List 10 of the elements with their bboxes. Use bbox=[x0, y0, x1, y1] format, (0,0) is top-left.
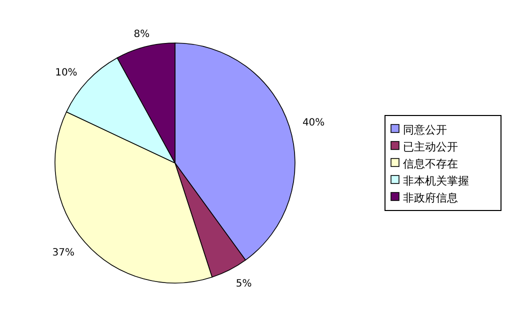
legend-label: 同意公开 bbox=[403, 124, 447, 136]
data-label: 37% bbox=[52, 248, 74, 259]
data-label: 5% bbox=[236, 278, 252, 290]
legend-label: 已主动公开 bbox=[403, 140, 458, 154]
legend-label: 信息不存在 bbox=[403, 158, 458, 170]
legend-label: 非政府信息 bbox=[403, 192, 458, 204]
data-label: 40% bbox=[302, 118, 325, 129]
data-label: 8% bbox=[134, 29, 150, 40]
legend-label: 非本机关掌握 bbox=[403, 174, 469, 188]
data-label: 10% bbox=[55, 67, 78, 78]
